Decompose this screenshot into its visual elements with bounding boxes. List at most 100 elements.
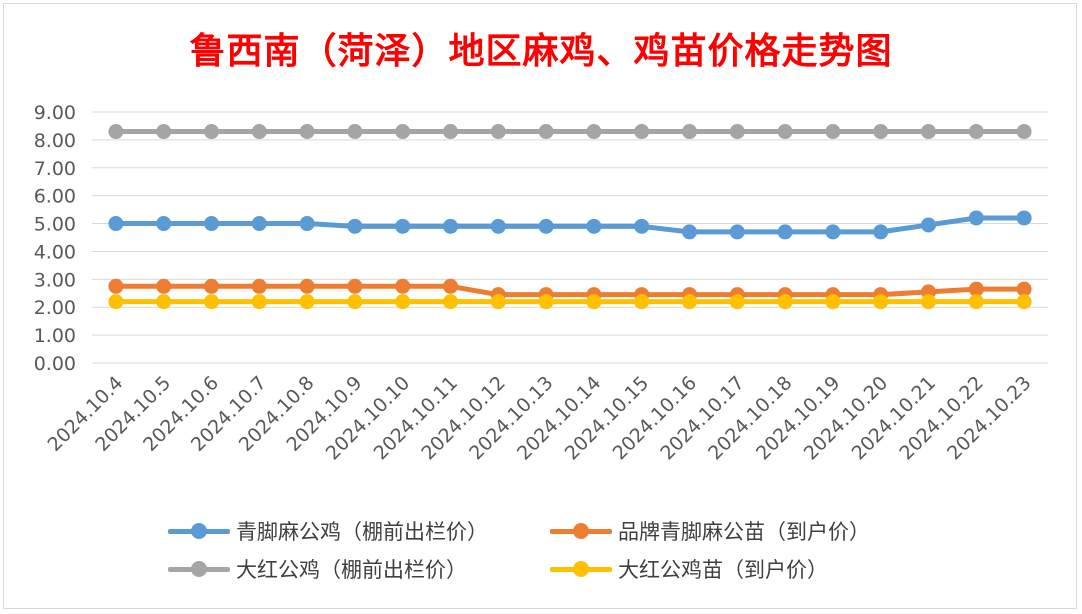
- data-point[interactable]: [634, 124, 650, 140]
- data-point[interactable]: [251, 216, 267, 232]
- legend-label: 大红公鸡苗（到户价）: [618, 558, 828, 582]
- data-point[interactable]: [1016, 281, 1032, 297]
- data-point[interactable]: [204, 216, 219, 232]
- data-point[interactable]: [156, 124, 172, 140]
- data-point[interactable]: [443, 218, 458, 234]
- data-point[interactable]: [204, 278, 219, 294]
- legend-label: 大红公鸡（棚前出栏价）: [236, 558, 467, 582]
- chart-title: 鲁西南（菏泽）地区麻鸡、鸡苗价格走势图: [189, 30, 893, 72]
- legend-swatch: [550, 516, 612, 546]
- data-point[interactable]: [968, 210, 984, 226]
- legend-item-series-3[interactable]: 大红公鸡（棚前出栏价）: [168, 554, 467, 584]
- data-point[interactable]: [251, 278, 267, 294]
- data-point[interactable]: [251, 124, 267, 140]
- legend-item-series-2[interactable]: 品牌青脚麻公苗（到户价）: [550, 516, 870, 546]
- data-point[interactable]: [921, 294, 936, 310]
- legend-label: 青脚麻公鸡（棚前出栏价）: [236, 520, 488, 544]
- y-tick-label: 6.00: [34, 186, 76, 208]
- data-point[interactable]: [395, 294, 411, 310]
- data-point[interactable]: [108, 278, 124, 294]
- data-point[interactable]: [1016, 124, 1032, 140]
- data-point[interactable]: [586, 124, 602, 140]
- series-2: [108, 278, 1032, 303]
- data-point[interactable]: [777, 124, 793, 140]
- data-point[interactable]: [825, 224, 841, 240]
- legend-item-series-1[interactable]: 青脚麻公鸡（棚前出栏价）: [168, 516, 488, 546]
- legend-item-series-4[interactable]: 大红公鸡苗（到户价）: [550, 554, 828, 584]
- data-point[interactable]: [538, 218, 554, 234]
- data-point[interactable]: [921, 217, 936, 233]
- data-point[interactable]: [682, 124, 697, 140]
- data-point[interactable]: [204, 124, 219, 140]
- data-point[interactable]: [299, 278, 315, 294]
- series-line: [113, 283, 1027, 298]
- data-point[interactable]: [634, 294, 650, 310]
- data-point[interactable]: [634, 218, 650, 234]
- y-tick-label: 2.00: [34, 297, 76, 319]
- data-point[interactable]: [443, 124, 458, 140]
- data-point[interactable]: [538, 294, 554, 310]
- data-point[interactable]: [204, 294, 219, 310]
- data-point[interactable]: [729, 124, 745, 140]
- y-tick-label: 4.00: [34, 241, 76, 263]
- data-point[interactable]: [777, 294, 793, 310]
- y-tick-label: 5.00: [34, 214, 76, 236]
- data-point[interactable]: [347, 218, 363, 234]
- y-tick-label: 3.00: [34, 269, 76, 291]
- data-point[interactable]: [108, 216, 124, 232]
- data-point[interactable]: [729, 224, 745, 240]
- legend-swatch: [168, 516, 230, 546]
- data-point[interactable]: [1016, 210, 1032, 226]
- y-tick-label: 1.00: [34, 325, 76, 347]
- data-point[interactable]: [108, 124, 124, 140]
- data-point[interactable]: [443, 294, 458, 310]
- data-point[interactable]: [156, 278, 172, 294]
- x-axis-tick-labels: 2024.10.42024.10.52024.10.62024.10.72024…: [43, 372, 1035, 464]
- data-point[interactable]: [968, 124, 984, 140]
- data-point[interactable]: [586, 294, 602, 310]
- data-point[interactable]: [299, 124, 315, 140]
- data-point[interactable]: [347, 124, 363, 140]
- series-4: [108, 294, 1032, 310]
- data-point[interactable]: [490, 294, 506, 310]
- y-tick-label: 8.00: [34, 130, 76, 152]
- data-point[interactable]: [825, 124, 841, 140]
- data-point[interactable]: [873, 294, 889, 310]
- data-point[interactable]: [1016, 294, 1032, 310]
- data-point[interactable]: [777, 224, 793, 240]
- data-point[interactable]: [729, 294, 745, 310]
- y-tick-label: 0.00: [34, 353, 76, 375]
- data-point[interactable]: [586, 218, 602, 234]
- data-point[interactable]: [443, 278, 458, 294]
- data-point[interactable]: [395, 218, 411, 234]
- data-point[interactable]: [299, 216, 315, 232]
- y-tick-label: 9.00: [34, 102, 76, 124]
- data-point[interactable]: [968, 294, 984, 310]
- y-tick-label: 7.00: [34, 158, 76, 180]
- data-point[interactable]: [395, 124, 411, 140]
- data-point[interactable]: [968, 281, 984, 297]
- data-point[interactable]: [347, 278, 363, 294]
- data-point[interactable]: [873, 224, 889, 240]
- data-point[interactable]: [538, 124, 554, 140]
- series-layer: [108, 124, 1032, 310]
- data-point[interactable]: [347, 294, 363, 310]
- data-point[interactable]: [299, 294, 315, 310]
- data-point[interactable]: [251, 294, 267, 310]
- data-point[interactable]: [395, 278, 411, 294]
- data-point[interactable]: [921, 124, 936, 140]
- data-point[interactable]: [873, 124, 889, 140]
- data-point[interactable]: [490, 124, 506, 140]
- legend-swatch: [168, 554, 230, 584]
- data-point[interactable]: [682, 294, 697, 310]
- data-point[interactable]: [108, 294, 124, 310]
- data-point[interactable]: [490, 218, 506, 234]
- data-point[interactable]: [682, 224, 697, 240]
- data-point[interactable]: [156, 294, 172, 310]
- data-point[interactable]: [156, 216, 172, 232]
- legend-swatch: [550, 554, 612, 584]
- legend: 青脚麻公鸡（棚前出栏价） 品牌青脚麻公苗（到户价） 大红公鸡（棚前出栏价） 大红…: [0, 512, 1082, 592]
- data-point[interactable]: [825, 294, 841, 310]
- gridlines: [92, 111, 1048, 364]
